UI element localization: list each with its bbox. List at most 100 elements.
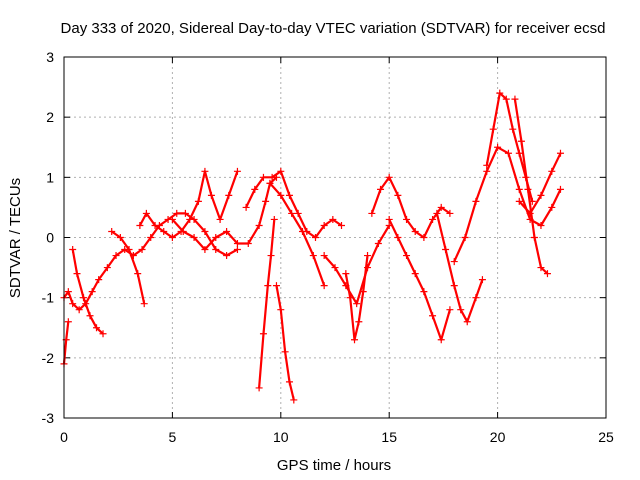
data-point — [483, 167, 491, 175]
data-point — [429, 215, 437, 223]
data-point — [394, 191, 402, 199]
data-point — [472, 294, 480, 302]
series-line — [453, 146, 562, 263]
y-tick-label: -1 — [42, 290, 55, 306]
data-point — [461, 234, 469, 241]
data-point — [160, 227, 168, 235]
data-point — [233, 240, 241, 248]
x-tick-label: 20 — [490, 429, 506, 445]
data-point — [515, 185, 523, 193]
data-point — [394, 234, 402, 241]
data-point — [95, 276, 103, 284]
data-point — [320, 252, 328, 260]
data-point — [483, 161, 491, 169]
data-point — [212, 234, 220, 241]
data-point — [450, 258, 458, 266]
data-point — [437, 336, 445, 344]
x-tick-label: 15 — [381, 429, 397, 445]
data-point — [543, 270, 551, 278]
series-sat-c — [69, 246, 107, 338]
data-point — [264, 282, 272, 290]
data-point — [374, 240, 382, 248]
data-point — [420, 234, 428, 241]
data-point — [140, 300, 148, 308]
data-point — [446, 209, 454, 217]
data-point — [311, 234, 319, 241]
data-point — [433, 209, 441, 217]
data-point — [201, 246, 209, 254]
plot-frame — [63, 56, 607, 419]
x-tick-label: 25 — [598, 429, 614, 445]
data-point — [207, 191, 215, 199]
data-point — [270, 215, 278, 223]
y-axis-title: SDTVAR / TECUs — [7, 178, 24, 298]
data-point — [179, 227, 187, 235]
data-point — [472, 197, 480, 205]
data-point — [64, 288, 72, 296]
data-point — [442, 246, 450, 254]
data-point — [556, 185, 564, 193]
data-point — [73, 270, 81, 278]
data-point — [502, 95, 510, 103]
data-point — [537, 191, 545, 199]
data-point — [251, 185, 259, 193]
data-point — [288, 209, 296, 217]
series-line — [485, 91, 534, 202]
data-point — [342, 270, 350, 278]
data-point — [446, 306, 454, 314]
data-point — [411, 270, 419, 278]
series-line — [63, 212, 238, 311]
data-point — [242, 203, 250, 211]
data-point — [281, 348, 289, 356]
series-line — [344, 255, 369, 341]
data-point — [99, 330, 107, 338]
data-point — [151, 221, 159, 229]
data-point — [548, 203, 556, 211]
data-point — [353, 300, 361, 308]
data-point — [368, 209, 376, 217]
data-point — [320, 282, 328, 290]
series-line — [171, 176, 278, 251]
data-point — [309, 252, 317, 260]
data-point — [259, 330, 267, 338]
data-point — [181, 209, 189, 217]
data-point — [320, 221, 328, 229]
data-point — [277, 306, 285, 314]
data-point — [285, 191, 293, 199]
data-point — [194, 197, 202, 205]
data-point — [168, 215, 176, 223]
data-point — [496, 89, 504, 97]
y-tick-label: 0 — [46, 230, 54, 246]
data-point — [298, 227, 306, 235]
series-sat-d — [108, 227, 148, 308]
data-point — [268, 173, 276, 181]
data-point — [223, 252, 231, 260]
data-point — [64, 318, 72, 326]
data-point — [125, 246, 133, 254]
data-point — [329, 215, 337, 223]
data-point — [331, 264, 339, 272]
data-point — [530, 234, 538, 241]
data-point — [69, 300, 77, 308]
x-tick-label: 0 — [60, 429, 68, 445]
data-point — [255, 221, 263, 229]
data-point — [244, 240, 252, 248]
data-point — [116, 234, 124, 241]
data-point — [168, 234, 176, 241]
data-point — [138, 246, 146, 254]
x-tick-label: 5 — [169, 429, 177, 445]
data-point — [277, 191, 285, 199]
data-point — [225, 191, 233, 199]
series-line — [275, 285, 295, 401]
data-point — [494, 143, 502, 151]
series-sat-o — [433, 209, 486, 326]
series-sat-j — [266, 179, 328, 290]
series-line — [245, 170, 343, 239]
series-sat-k — [320, 221, 393, 308]
data-point — [478, 276, 486, 284]
series-line — [71, 249, 104, 335]
data-point — [385, 173, 393, 181]
data-point — [103, 264, 111, 272]
grid — [64, 57, 606, 418]
data-point — [517, 137, 525, 145]
